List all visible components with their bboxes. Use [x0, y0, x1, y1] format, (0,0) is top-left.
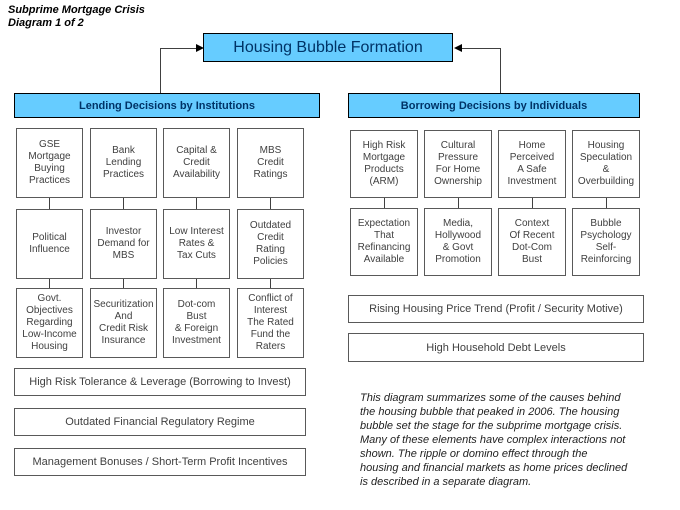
node-gse-mortgage-buying-practices: GSE Mortgage Buying Practices: [16, 128, 83, 198]
node-cultural-pressure-home-ownership: Cultural Pressure For Home Ownership: [424, 130, 492, 198]
node-mbs-credit-ratings: MBS Credit Ratings: [237, 128, 304, 198]
diagram-note: This diagram summarizes some of the caus…: [360, 392, 628, 488]
node-investor-demand-for-mbs: Investor Demand for MBS: [90, 209, 157, 279]
node-media-hollywood-govt-promotion: Media, Hollywood & Govt Promotion: [424, 208, 492, 276]
node-management-bonuses-incentives: Management Bonuses / Short-Term Profit I…: [14, 448, 306, 476]
node-housing-speculation-overbuilding: Housing Speculation & Overbuilding: [572, 130, 640, 198]
connector-tick: [196, 279, 197, 288]
arrowhead-left-icon: [454, 44, 462, 52]
node-high-risk-tolerance-leverage: High Risk Tolerance & Leverage (Borrowin…: [14, 368, 306, 396]
diagram-title-line1: Subprime Mortgage Crisis: [8, 4, 145, 16]
node-context-recent-dot-com-bust: Context Of Recent Dot-Com Bust: [498, 208, 566, 276]
header-lending-decisions: Lending Decisions by Institutions: [14, 93, 320, 118]
connector-tick: [270, 279, 271, 288]
diagram-title: Subprime Mortgage Crisis Diagram 1 of 2: [8, 4, 145, 30]
connector-tick: [270, 198, 271, 209]
header-borrowing-decisions: Borrowing Decisions by Individuals: [348, 93, 640, 118]
node-securitization-credit-risk-insurance: Securitization And Credit Risk Insurance: [90, 288, 157, 358]
node-conflict-of-interest-raters: Conflict of Interest The Rated Fund the …: [237, 288, 304, 358]
connector-left-vertical: [160, 48, 161, 93]
connector-right-horizontal: [462, 48, 501, 49]
node-rising-housing-price-trend: Rising Housing Price Trend (Profit / Sec…: [348, 295, 644, 323]
node-bank-lending-practices: Bank Lending Practices: [90, 128, 157, 198]
connector-tick: [196, 198, 197, 209]
connector-right-vertical: [500, 48, 501, 93]
node-bubble-psychology-self-reinforcing: Bubble Psychology Self- Reinforcing: [572, 208, 640, 276]
node-high-risk-mortgage-products-arm: High Risk Mortgage Products (ARM): [350, 130, 418, 198]
node-expectation-refinancing-available: Expectation That Refinancing Available: [350, 208, 418, 276]
node-low-interest-rates-tax-cuts: Low Interest Rates & Tax Cuts: [163, 209, 230, 279]
connector-tick: [532, 198, 533, 208]
connector-tick: [49, 279, 50, 288]
diagram-title-line2: Diagram 1 of 2: [8, 17, 84, 29]
node-housing-bubble-formation: Housing Bubble Formation: [203, 33, 453, 62]
connector-tick: [458, 198, 459, 208]
node-dot-com-bust-foreign-investment: Dot-com Bust & Foreign Investment: [163, 288, 230, 358]
node-outdated-financial-regulatory-regime: Outdated Financial Regulatory Regime: [14, 408, 306, 436]
connector-tick: [606, 198, 607, 208]
connector-tick: [384, 198, 385, 208]
node-govt-objectives-low-income-housing: Govt. Objectives Regarding Low-Income Ho…: [16, 288, 83, 358]
node-high-household-debt-levels: High Household Debt Levels: [348, 333, 644, 362]
node-political-influence: Political Influence: [16, 209, 83, 279]
node-home-perceived-safe-investment: Home Perceived A Safe Investment: [498, 130, 566, 198]
connector-tick: [49, 198, 50, 209]
node-capital-credit-availability: Capital & Credit Availability: [163, 128, 230, 198]
connector-tick: [123, 198, 124, 209]
connector-left-horizontal: [160, 48, 197, 49]
node-outdated-credit-rating-policies: Outdated Credit Rating Policies: [237, 209, 304, 279]
arrowhead-right-icon: [196, 44, 204, 52]
connector-tick: [123, 279, 124, 288]
